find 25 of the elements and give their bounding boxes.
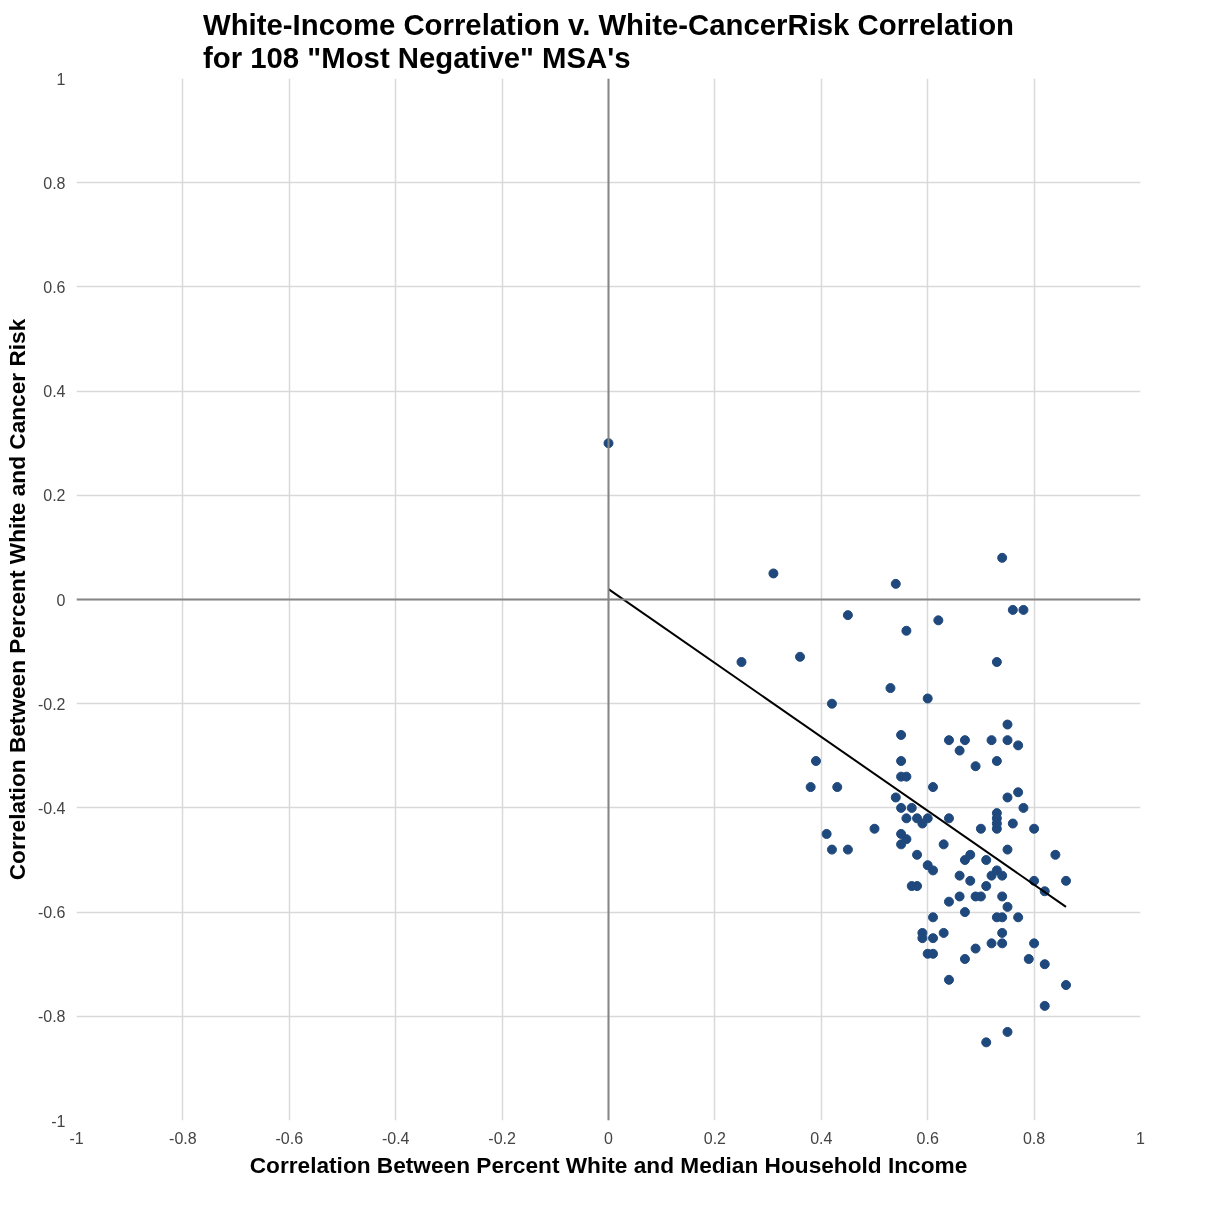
y-axis-title: Correlation Between Percent White and Cancer Risk <box>3 318 30 881</box>
y-tick-label: -0.8 <box>37 1008 66 1026</box>
x-tick-label: -1 <box>69 1129 84 1147</box>
x-tick-label: -0.4 <box>381 1129 410 1147</box>
y-tick-label: 0.8 <box>43 174 66 192</box>
x-tick-label: 0.2 <box>703 1129 727 1147</box>
x-tick-label: -0.2 <box>488 1129 516 1147</box>
chart-title: White-Income Correlation v. White-CancerRisk Correlation for 108 "Most Negative" MSA's <box>203 7 1014 74</box>
x-tick-label: -0.6 <box>275 1129 304 1147</box>
y-tick-label: -1 <box>51 1112 66 1130</box>
x-axis-title: Correlation Between Percent White and Median Household Income <box>249 1151 968 1178</box>
y-tick-label: 1 <box>56 70 66 88</box>
x-tick-label: 0 <box>604 1129 614 1147</box>
x-tick-label: 0.4 <box>810 1129 833 1147</box>
y-tick-label: 0.2 <box>43 487 66 505</box>
x-tick-label: 1 <box>1136 1129 1146 1147</box>
x-tick-label: 0.8 <box>1022 1129 1046 1147</box>
y-tick-label: -0.4 <box>37 799 66 817</box>
y-tick-label: 0.6 <box>43 278 66 296</box>
y-tick-label: -0.2 <box>37 695 66 713</box>
y-tick-label: -0.6 <box>37 904 66 922</box>
y-tick-label: 0.4 <box>43 383 66 401</box>
x-tick-label: -0.8 <box>169 1129 197 1147</box>
y-tick-label: 0 <box>56 591 66 609</box>
x-tick-label: 0.6 <box>916 1129 939 1147</box>
